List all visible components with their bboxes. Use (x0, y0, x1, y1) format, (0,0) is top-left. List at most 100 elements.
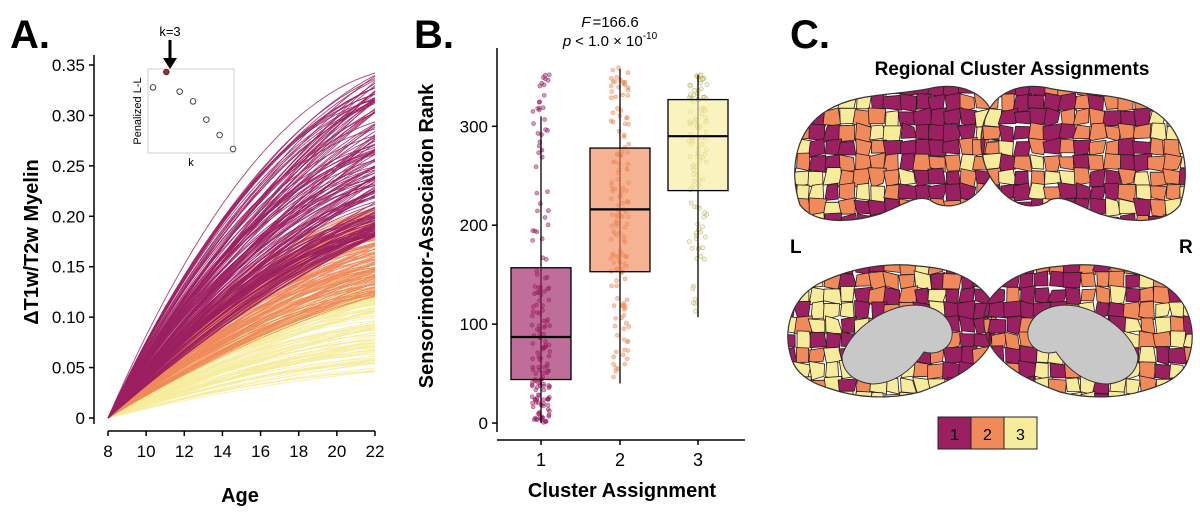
brain-parcel (1013, 110, 1032, 125)
data-point-2 (625, 70, 631, 75)
data-point-2 (622, 361, 628, 367)
brain-parcel (942, 139, 961, 155)
brain-parcel (1133, 171, 1151, 186)
x-tick-label: 14 (213, 442, 232, 461)
brain-parcel (1049, 270, 1065, 288)
brain-parcel (959, 213, 974, 221)
brain-parcel (837, 197, 857, 215)
inset-point (229, 145, 237, 153)
brain-parcel (1003, 300, 1023, 318)
brain-parcel (975, 391, 992, 397)
brain-parcel (942, 199, 962, 218)
y-tick-label: 0.25 (52, 157, 85, 176)
data-point-1 (545, 406, 551, 412)
brain-parcel (1176, 109, 1186, 126)
box-cluster-3 (667, 98, 729, 192)
brain-parcel (1177, 86, 1186, 97)
data-point-3 (688, 83, 694, 88)
data-point-2 (621, 300, 627, 306)
brain-parcel (927, 288, 948, 303)
brain-parcel (1122, 394, 1141, 397)
brain-parcel (1139, 390, 1157, 397)
data-point-3 (703, 234, 708, 240)
legend-swatch-2 (970, 416, 1005, 450)
inset-point (176, 88, 183, 95)
brain-parcel (867, 167, 887, 189)
cluster-legend: 1 2 3 (937, 416, 1038, 450)
brain-parcel (838, 124, 856, 143)
brain-parcel (927, 123, 946, 141)
brain-parcel (1062, 271, 1083, 289)
brain-parcel (1135, 184, 1152, 201)
curve-cluster-1 (107, 138, 376, 419)
brain-parcel (1179, 93, 1186, 109)
data-point-2 (625, 338, 631, 344)
data-point-3 (704, 82, 710, 87)
brain-parcel (985, 213, 1002, 221)
brain-parcel (972, 273, 989, 290)
f-statistic: F =166.6 (581, 14, 638, 31)
brain-parcel (983, 197, 1002, 217)
y-tick-label: 0.15 (52, 258, 85, 277)
y-tick-label: 100 (460, 315, 488, 334)
panel-a-line-chart: A. 0 0.05 0.10 0.15 0.20 0.25 0.30 0.35 8 10 12 14 1… (10, 13, 384, 507)
brain-parcel (1042, 107, 1061, 128)
p-value: p < 1.0 × 10-10 (562, 31, 658, 50)
data-point-2 (612, 323, 618, 329)
brain-parcel (987, 390, 997, 397)
brain-parcel (883, 216, 902, 221)
brain-parcel (1195, 93, 1200, 109)
inset-point (189, 98, 197, 105)
curve-cluster-1 (107, 108, 376, 419)
data-point-3 (698, 229, 703, 235)
brain-parcel (945, 288, 960, 306)
data-point-1 (530, 404, 536, 410)
brain-parcel (1090, 86, 1105, 97)
data-point-2 (622, 305, 628, 311)
data-point-3 (686, 239, 692, 244)
curve-cluster-1 (107, 170, 376, 419)
data-point-1 (530, 238, 535, 243)
data-point-1 (543, 257, 549, 262)
data-point-2 (620, 352, 626, 358)
brain-parcel (794, 86, 810, 98)
data-point-2 (610, 110, 616, 116)
brain-parcel (840, 285, 855, 303)
brain-parcel (1132, 140, 1153, 155)
brain-parcel (792, 391, 810, 397)
data-point-1 (541, 397, 546, 402)
brain-parcel (990, 360, 1007, 381)
y-tick-label: 300 (460, 117, 488, 136)
brain-parcel (787, 333, 796, 348)
data-point-3 (692, 88, 697, 93)
brain-parcel (1013, 155, 1033, 173)
brain-parcel (1088, 122, 1108, 142)
curve-cluster-2 (107, 248, 376, 419)
brain-parcel (1089, 168, 1106, 188)
brain-parcel (1029, 154, 1045, 170)
brain-parcel (808, 137, 826, 159)
brain-parcel (990, 264, 997, 274)
legend-label-3: 3 (1016, 427, 1025, 444)
brain-parcel (957, 393, 974, 397)
curve-cluster-1 (107, 234, 376, 419)
data-point-1 (546, 396, 551, 402)
brain-parcel (1057, 92, 1077, 111)
data-point-1 (532, 228, 538, 234)
brain-parcel (1139, 286, 1155, 303)
brain-parcel (1194, 154, 1200, 170)
data-point-2 (625, 348, 631, 353)
data-point-2 (624, 115, 630, 120)
data-point-2 (615, 296, 620, 301)
brain-parcel (1011, 93, 1033, 113)
brain-parcel (1138, 300, 1155, 321)
brain-parcel (840, 316, 857, 334)
data-point-2 (622, 121, 628, 127)
curve-cluster-1 (107, 235, 376, 419)
brain-parcel (807, 392, 827, 397)
y-tick-label: 0.30 (52, 106, 85, 125)
brain-parcel (883, 86, 903, 95)
data-point-3 (690, 286, 696, 291)
brain-parcel (852, 86, 870, 98)
brain-parcel (794, 183, 798, 202)
